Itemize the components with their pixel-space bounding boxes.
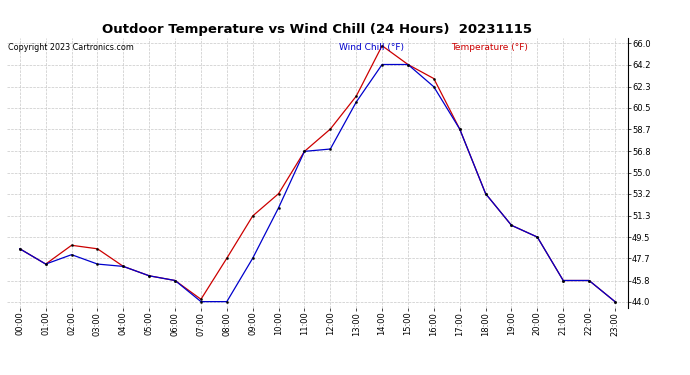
Text: Copyright 2023 Cartronics.com: Copyright 2023 Cartronics.com: [8, 43, 134, 52]
Text: Temperature (°F): Temperature (°F): [451, 43, 528, 52]
Text: Wind Chill (°F): Wind Chill (°F): [339, 43, 404, 52]
Title: Outdoor Temperature vs Wind Chill (24 Hours)  20231115: Outdoor Temperature vs Wind Chill (24 Ho…: [102, 23, 533, 36]
